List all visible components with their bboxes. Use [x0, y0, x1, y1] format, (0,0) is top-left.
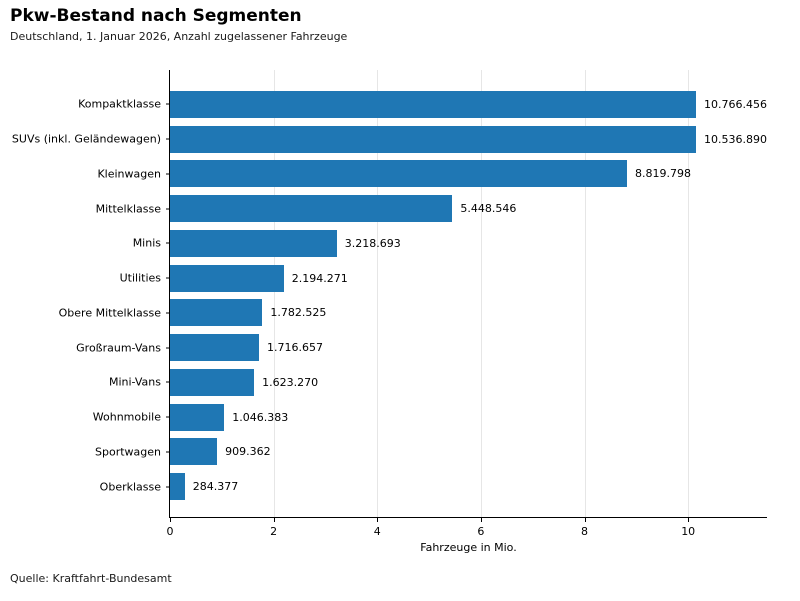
- y-tick: [166, 451, 170, 453]
- bar-row: Minis 3.218.693: [133, 226, 767, 261]
- chart-subtitle: Deutschland, 1. Januar 2026, Anzahl zuge…: [10, 30, 348, 43]
- bar-rows: Kompaktklasse 10.766.456 SUVs (inkl. Gelän…: [12, 87, 767, 504]
- y-tick: [166, 277, 170, 279]
- category-label: Wohnmobile: [92, 410, 161, 424]
- bar-row: Sportwagen 909.362: [95, 435, 767, 470]
- chart-title: Pkw-Bestand nach Segmenten: [10, 6, 302, 26]
- gridline: [688, 70, 690, 517]
- x-tick: [480, 518, 482, 522]
- bar: [170, 473, 185, 501]
- y-tick: [166, 312, 170, 314]
- y-tick: [166, 173, 170, 175]
- category-label: Minis: [132, 236, 161, 250]
- category-label: Kleinwagen: [97, 167, 161, 181]
- value-label: 8.819.798: [635, 167, 692, 181]
- y-tick: [166, 486, 170, 488]
- y-tick: [166, 138, 170, 140]
- bar-row: Obere Mittelklasse 1.782.525: [59, 296, 767, 331]
- x-tick: [170, 518, 171, 522]
- bar-row: Mittelklasse 5.448.546: [96, 191, 767, 226]
- bar-row: Oberklasse 284.377: [100, 469, 767, 504]
- source-note: Quelle: Kraftfahrt-Bundesamt: [10, 572, 172, 585]
- category-label: SUVs (inkl. Geländewagen): [11, 132, 161, 146]
- bar: [170, 264, 284, 292]
- x-tick: [273, 518, 275, 522]
- x-tick-label: 4: [373, 525, 381, 538]
- bar: [170, 90, 697, 118]
- y-tick: [166, 416, 170, 418]
- gridline: [584, 70, 586, 517]
- category-label: Kompaktklasse: [78, 97, 161, 111]
- x-tick-label: 2: [270, 525, 278, 538]
- bar: [170, 125, 697, 153]
- category-label: Obere Mittelklasse: [58, 306, 161, 320]
- value-label: 5.448.546: [460, 202, 517, 216]
- value-label: 1.623.270: [262, 375, 319, 389]
- plot-area: Kompaktklasse 10.766.456 SUVs (inkl. Gelän…: [12, 70, 767, 554]
- bar: [170, 334, 259, 362]
- category-label: Sportwagen: [95, 445, 161, 459]
- x-tick-label: 6: [477, 525, 485, 538]
- value-label: 10.536.890: [704, 132, 767, 146]
- bar: [170, 438, 218, 466]
- x-axis-label: Fahrzeuge in Mio.: [420, 541, 517, 554]
- category-label: Mini-Vans: [108, 375, 161, 389]
- value-label: 10.766.456: [704, 97, 767, 111]
- bar: [170, 403, 225, 431]
- bar: [170, 368, 255, 396]
- y-tick: [166, 242, 170, 244]
- x-tick-label: 10: [681, 525, 696, 538]
- bar-row: Wohnmobile 1.046.383: [93, 400, 767, 435]
- bar: [170, 160, 628, 188]
- value-label: 2.194.271: [291, 271, 348, 285]
- bar-row: Utilities 2.194.271: [120, 261, 767, 296]
- x-tick: [584, 518, 586, 522]
- y-tick: [166, 347, 170, 349]
- gridline: [273, 70, 275, 517]
- value-label: 1.046.383: [232, 410, 289, 424]
- category-label: Mittelklasse: [95, 202, 161, 216]
- bar: [170, 229, 337, 257]
- y-tick: [166, 208, 170, 210]
- bar-row: SUVs (inkl. Geländewagen) 10.536.890: [12, 122, 767, 157]
- x-tick-label: 0: [166, 525, 174, 538]
- category-label: Utilities: [119, 271, 161, 285]
- gridline: [377, 70, 379, 517]
- value-label: 3.218.693: [344, 236, 401, 250]
- x-tick-label: 8: [581, 525, 589, 538]
- gridline: [480, 70, 482, 517]
- bar: [170, 299, 263, 327]
- x-tick: [688, 518, 690, 522]
- value-label: 909.362: [225, 445, 271, 459]
- y-tick: [166, 103, 170, 105]
- bar-row: Mini-Vans 1.623.270: [109, 365, 767, 400]
- value-label: 1.716.657: [266, 341, 323, 355]
- x-tick: [377, 518, 379, 522]
- value-label: 1.782.525: [270, 306, 327, 320]
- bar-row: Kleinwagen 8.819.798: [97, 157, 767, 192]
- category-label: Oberklasse: [99, 480, 161, 494]
- category-label: Großraum-Vans: [76, 341, 161, 355]
- bar-row: Großraum-Vans 1.716.657: [76, 330, 767, 365]
- bar-row: Kompaktklasse 10.766.456: [78, 87, 767, 122]
- y-tick: [166, 381, 170, 383]
- bar: [170, 195, 453, 223]
- value-label: 284.377: [192, 480, 239, 494]
